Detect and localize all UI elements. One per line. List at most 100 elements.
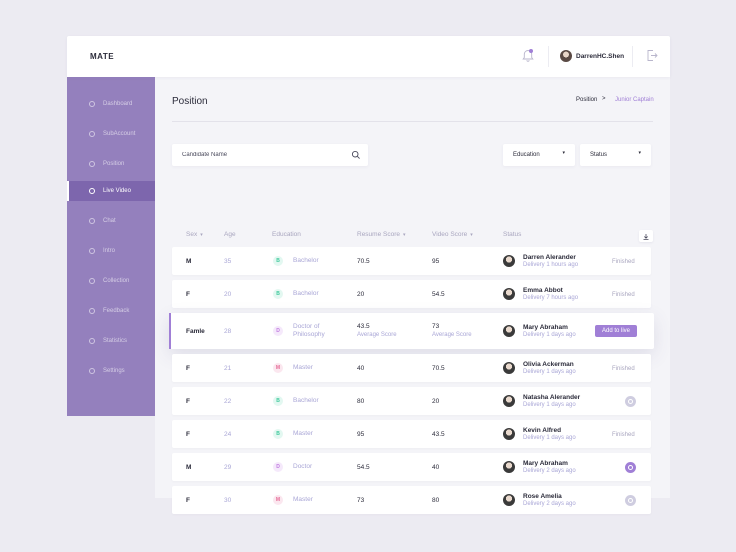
education-badge: M bbox=[273, 495, 283, 505]
play-purple-icon[interactable] bbox=[625, 462, 636, 473]
search-input[interactable] bbox=[182, 149, 342, 161]
candidate-name[interactable]: Emma Abbot bbox=[523, 287, 563, 294]
delivery-time: Delivery 2 days ago bbox=[523, 468, 576, 474]
sidebar-item-feedback[interactable]: Feedback bbox=[67, 301, 155, 321]
user-name[interactable]: DarrenHC.Shen bbox=[576, 53, 625, 60]
table-row[interactable]: F 21 M Master 40 70.5 Olivia Ackerman De… bbox=[172, 354, 651, 382]
table-row[interactable]: F 24 B Master 95 43.5 Kevin Alfred Deliv… bbox=[172, 420, 651, 448]
add-to-live-button[interactable]: Add to live bbox=[595, 325, 637, 337]
education-badge: M bbox=[273, 363, 283, 373]
table-row[interactable]: F 20 B Bachelor 20 54.5 Emma Abbot Deliv… bbox=[172, 280, 651, 308]
avatar[interactable] bbox=[560, 50, 572, 62]
sidebar-item-label: Intro bbox=[103, 248, 116, 254]
candidate-name[interactable]: Mary Abraham bbox=[523, 324, 568, 331]
cell-sex: Famle bbox=[186, 328, 205, 335]
cell-age: 24 bbox=[224, 431, 232, 438]
column-header-status[interactable]: Status bbox=[503, 231, 522, 238]
table-row[interactable]: F 22 B Bachelor 80 20 Natasha Alerander … bbox=[172, 387, 651, 415]
sidebar-item-label: SubAccount bbox=[103, 131, 136, 137]
candidate-name[interactable]: Natasha Alerander bbox=[523, 394, 581, 401]
cell-sex: F bbox=[186, 497, 190, 504]
sidebar-item-label: Live Video bbox=[103, 188, 131, 194]
education-badge: D bbox=[273, 326, 283, 336]
sidebar-item-settings[interactable]: Settings bbox=[67, 361, 155, 381]
download-button[interactable] bbox=[639, 230, 653, 242]
cell-education: Bachelor bbox=[293, 257, 319, 264]
status-text: Finished bbox=[612, 259, 635, 265]
column-header-resume-score[interactable]: Resume Score ▾ bbox=[357, 231, 406, 238]
cell-resume-score: 43.5 bbox=[357, 323, 370, 330]
logout-icon[interactable] bbox=[646, 49, 658, 62]
delivery-time: Delivery 1 days ago bbox=[523, 402, 576, 408]
delivery-time: Delivery 1 hours ago bbox=[523, 262, 579, 268]
candidate-name[interactable]: Kevin Alfred bbox=[523, 427, 562, 434]
sidebar-item-intro[interactable]: Intro bbox=[67, 241, 155, 261]
sidebar-item-label: Dashboard bbox=[103, 101, 133, 107]
breadcrumb-item[interactable]: Position bbox=[576, 97, 598, 103]
cell-education: Doctor of Philosophy bbox=[293, 323, 325, 338]
video-score-caption: Average Score bbox=[432, 332, 472, 338]
cell-age: 29 bbox=[224, 464, 232, 471]
cell-age: 22 bbox=[224, 398, 232, 405]
sidebar-item-dashboard[interactable]: Dashboard bbox=[67, 94, 155, 114]
candidate-name[interactable]: Darren Alerander bbox=[523, 254, 576, 261]
play-grey-icon[interactable] bbox=[625, 495, 636, 506]
cell-age: 28 bbox=[224, 328, 232, 335]
cell-sex: F bbox=[186, 291, 190, 298]
sidebar-item-label: Position bbox=[103, 161, 125, 167]
column-header-sex[interactable]: Sex ▾ bbox=[186, 231, 203, 238]
table-row[interactable]: F 30 M Master 73 80 Rose Amelia Delivery… bbox=[172, 486, 651, 514]
sort-icon: ▾ bbox=[470, 232, 473, 238]
sidebar-item-chat[interactable]: Chat bbox=[67, 211, 155, 231]
status-dropdown-value: Status bbox=[590, 152, 608, 158]
cell-resume-score: 40 bbox=[357, 365, 365, 372]
avatar bbox=[503, 428, 515, 440]
cell-video-score: 20 bbox=[432, 398, 440, 405]
play-grey-icon[interactable] bbox=[625, 396, 636, 407]
sidebar-item-live-video[interactable]: Live Video bbox=[67, 181, 155, 201]
brand-logo: MATE bbox=[90, 52, 115, 61]
cell-video-score: 73 bbox=[432, 323, 440, 330]
cell-resume-score: 80 bbox=[357, 398, 365, 405]
avatar bbox=[503, 325, 515, 337]
dashboard-icon bbox=[89, 101, 95, 107]
download-icon bbox=[643, 234, 649, 240]
education-badge: B bbox=[273, 256, 283, 266]
candidate-name[interactable]: Olivia Ackerman bbox=[523, 361, 574, 368]
info-icon bbox=[89, 248, 95, 254]
chevron-right-icon: > bbox=[602, 96, 606, 102]
table-row-selected[interactable]: Famle 28 D Doctor of Philosophy 43.5 Ave… bbox=[169, 313, 654, 349]
avatar bbox=[503, 362, 515, 374]
cell-education: Bachelor bbox=[293, 397, 319, 404]
education-badge: B bbox=[273, 396, 283, 406]
education-badge: B bbox=[273, 429, 283, 439]
sidebar-item-position[interactable]: Position bbox=[67, 154, 155, 174]
avatar bbox=[503, 288, 515, 300]
video-icon bbox=[89, 188, 95, 194]
page-title: Position bbox=[172, 96, 208, 107]
sidebar-item-statistics[interactable]: Statistics bbox=[67, 331, 155, 351]
cell-education: Doctor bbox=[293, 463, 313, 470]
candidate-name[interactable]: Mary Abraham bbox=[523, 460, 568, 467]
sidebar-item-label: Feedback bbox=[103, 308, 130, 314]
cell-sex: F bbox=[186, 365, 190, 372]
cell-age: 20 bbox=[224, 291, 232, 298]
status-dropdown[interactable]: Status ▾ bbox=[580, 144, 651, 166]
candidate-name[interactable]: Rose Amelia bbox=[523, 493, 562, 500]
top-bar: MATE DarrenHC.Shen bbox=[67, 36, 670, 77]
column-header-education[interactable]: Education bbox=[272, 231, 301, 238]
star-icon bbox=[89, 278, 95, 284]
delivery-time: Delivery 2 days ago bbox=[523, 501, 576, 507]
sort-icon: ▾ bbox=[200, 232, 203, 238]
sidebar: Dashboard SubAccount Position Live Video… bbox=[67, 77, 155, 416]
education-dropdown[interactable]: Education ▾ bbox=[503, 144, 575, 166]
sidebar-item-subaccount[interactable]: SubAccount bbox=[67, 124, 155, 144]
sidebar-item-collection[interactable]: Collection bbox=[67, 271, 155, 291]
notification-dot bbox=[529, 49, 533, 53]
column-header-video-score[interactable]: Video Score ▾ bbox=[432, 231, 473, 238]
table-row[interactable]: M 35 B Bachelor 70.5 95 Darren Alerander… bbox=[172, 247, 651, 275]
table-row[interactable]: M 29 D Doctor 54.5 40 Mary Abraham Deliv… bbox=[172, 453, 651, 481]
briefcase-icon bbox=[89, 161, 95, 167]
search-icon[interactable] bbox=[351, 150, 361, 160]
column-header-age[interactable]: Age bbox=[224, 231, 236, 238]
